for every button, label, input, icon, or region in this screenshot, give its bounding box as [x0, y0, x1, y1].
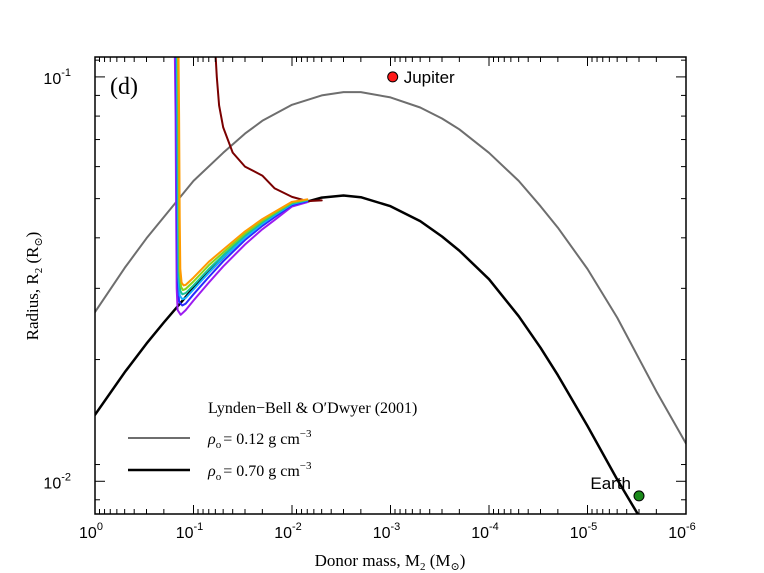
x-axis-label-sub: 2 — [420, 561, 426, 573]
x-axis-label-close: ) — [460, 551, 466, 570]
x-tick-label-4: 10-4 — [471, 521, 499, 542]
x-tick-label-0: 100 — [79, 521, 103, 542]
x-tick-label-6: 10-6 — [668, 521, 696, 542]
x-axis-label-paren: (M — [425, 551, 450, 570]
x-tick-label-5: 10-5 — [570, 521, 598, 542]
y-axis-label-paren-sub: ⊙ — [33, 237, 45, 246]
y-axis-label: Radius, R2 (R⊙) — [23, 232, 45, 341]
x-tick-label-1: 10-1 — [176, 521, 204, 542]
legend-entry-1-exp: −3 — [300, 460, 312, 472]
marker-jupiter — [387, 71, 399, 83]
annotation-jupiter: Jupiter — [404, 68, 455, 87]
legend-entry-0-exp: −3 — [300, 428, 312, 440]
legend: Lynden−Bell & O′Dwyer (2001) ρo = 0.12 g … — [128, 400, 417, 483]
legend-entry-1: ρo = 0.70 g cm−3 — [207, 460, 312, 483]
series-line-5 — [175, 57, 309, 301]
legend-title: Lynden−Bell & O′Dwyer (2001) — [208, 400, 417, 417]
series-line-3 — [173, 57, 309, 316]
legend-entry-0: ρo = 0.12 g cm−3 — [207, 428, 312, 451]
y-axis-label-main: Radius, R — [23, 273, 42, 341]
legend-entry-1-text: = 0.70 g cm — [223, 463, 300, 480]
y-tick-label-0: 10-1 — [43, 67, 71, 88]
series-line-6 — [176, 57, 309, 296]
y-axis-label-close: ) — [23, 232, 42, 238]
series-line-7 — [176, 57, 309, 292]
panel-label: (d) — [110, 74, 138, 100]
x-tick-label-2: 10-2 — [274, 521, 302, 542]
marker-earth — [633, 490, 645, 502]
series-line-2 — [214, 57, 323, 203]
series-layer — [95, 57, 686, 514]
x-axis-label: Donor mass, M2 (M⊙) — [315, 551, 466, 573]
y-axis-label-sub: 2 — [33, 268, 45, 274]
annotation-earth: Earth — [590, 474, 631, 493]
legend-entry-0-sub: o — [216, 439, 222, 451]
series-line-8 — [177, 57, 309, 287]
legend-entry-0-text: = 0.12 g cm — [223, 431, 300, 448]
legend-entry-0-symbol: ρ — [207, 431, 216, 448]
legend-entry-1-symbol: ρ — [207, 463, 216, 480]
x-axis-label-paren-sub: ⊙ — [450, 561, 459, 573]
series-line-0 — [95, 91, 686, 445]
legend-entry-1-sub: o — [216, 471, 222, 483]
x-axis-label-main: Donor mass, M — [315, 551, 420, 570]
plot-frame — [94, 56, 687, 515]
tick-layer: 100 10-1 10-2 10-3 10-4 10-5 10-6 10-1 10-2 — [43, 57, 696, 542]
y-axis-label-paren: (R — [23, 246, 42, 268]
marker-layer: Jupiter Earth — [387, 68, 645, 502]
x-tick-label-3: 10-3 — [373, 521, 401, 542]
y-tick-label-1: 10-2 — [43, 471, 71, 492]
